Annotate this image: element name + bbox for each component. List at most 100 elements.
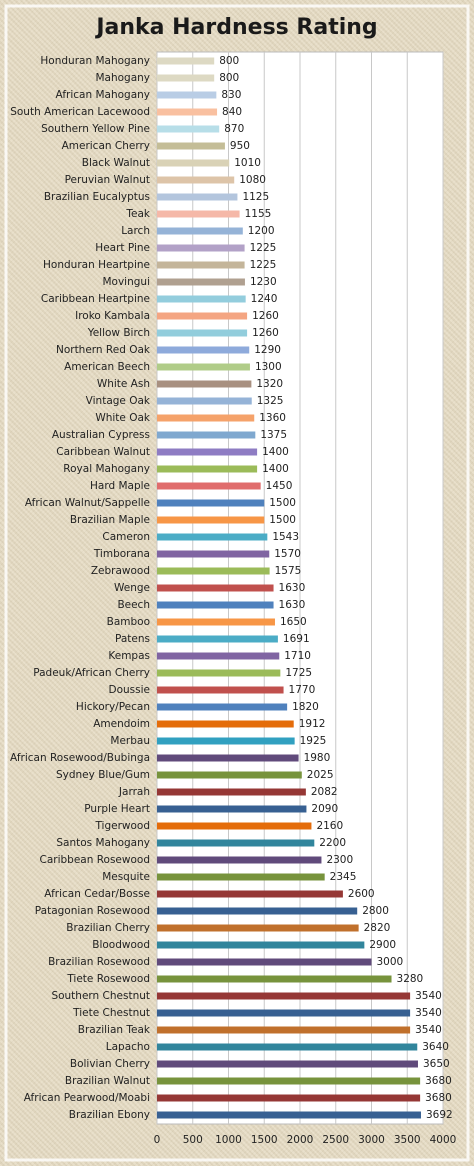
value-label: 1240	[251, 293, 278, 305]
category-label: Brazilian Maple	[70, 514, 150, 526]
value-label: 2090	[311, 803, 338, 815]
category-label: Tiete Rosewood	[66, 973, 150, 985]
category-label: African Walnut/Sappelle	[25, 497, 150, 509]
category-label: Southern Yellow Pine	[41, 123, 150, 135]
bar	[157, 210, 240, 218]
value-label: 950	[230, 140, 250, 152]
category-label: American Cherry	[62, 140, 150, 152]
category-label: Brazilian Walnut	[65, 1075, 150, 1087]
value-label: 2025	[307, 769, 334, 781]
bar	[157, 584, 274, 592]
bar	[157, 1094, 421, 1102]
bar	[157, 244, 245, 252]
bar	[157, 635, 278, 643]
bar	[157, 312, 248, 320]
value-label: 1360	[259, 412, 286, 424]
bar	[157, 516, 265, 524]
value-label: 1570	[274, 548, 301, 560]
category-label: Purple Heart	[84, 803, 150, 815]
category-label: Yellow Birch	[87, 327, 150, 339]
value-label: 1200	[248, 225, 275, 237]
bar	[157, 142, 225, 150]
category-label: Bloodwood	[92, 939, 150, 951]
category-label: Caribbean Walnut	[56, 446, 150, 458]
value-label: 2800	[362, 905, 389, 917]
category-label: Cameron	[102, 531, 150, 543]
bar	[157, 822, 312, 830]
bar	[157, 992, 411, 1000]
bar	[157, 805, 307, 813]
value-label: 1575	[275, 565, 302, 577]
bar	[157, 839, 315, 847]
bar	[157, 601, 274, 609]
category-label: Caribbean Heartpine	[41, 293, 150, 305]
value-label: 3000	[377, 956, 404, 968]
category-label: Black Walnut	[82, 157, 150, 169]
value-label: 1290	[254, 344, 281, 356]
category-label: Heart Pine	[95, 242, 150, 254]
category-label: Teak	[125, 208, 151, 220]
x-tick-label: 3500	[394, 1134, 421, 1146]
bar	[157, 1060, 418, 1068]
category-label: Royal Mahogany	[63, 463, 150, 475]
category-label: Wenge	[114, 582, 150, 594]
category-label: Hard Maple	[90, 480, 150, 492]
value-label: 2300	[326, 854, 353, 866]
value-label: 1260	[252, 327, 279, 339]
category-label: Brazilian Teak	[78, 1024, 151, 1036]
value-label: 1375	[260, 429, 287, 441]
value-label: 1710	[284, 650, 311, 662]
bar	[157, 754, 299, 762]
bar	[157, 1043, 418, 1051]
value-label: 3540	[415, 990, 442, 1002]
bar	[157, 1026, 411, 1034]
bar	[157, 431, 256, 439]
bar	[157, 567, 270, 575]
category-label: Jarrah	[118, 786, 150, 798]
bar	[157, 278, 245, 286]
value-label: 830	[221, 89, 241, 101]
value-label: 1820	[292, 701, 319, 713]
category-label: Brazilian Eucalyptus	[44, 191, 150, 203]
value-label: 1080	[239, 174, 266, 186]
value-label: 2200	[319, 837, 346, 849]
bar	[157, 924, 359, 932]
bar	[157, 193, 238, 201]
bar	[157, 397, 252, 405]
category-label: Peruvian Walnut	[65, 174, 150, 186]
bar	[157, 890, 343, 898]
value-label: 3680	[425, 1092, 452, 1104]
bar	[157, 57, 215, 65]
category-label: Patens	[115, 633, 150, 645]
bar	[157, 550, 270, 558]
value-label: 1010	[234, 157, 261, 169]
category-label: Patagonian Rosewood	[35, 905, 150, 917]
bar	[157, 720, 294, 728]
category-label: Brazilian Cherry	[66, 922, 150, 934]
value-label: 1543	[272, 531, 299, 543]
bar	[157, 261, 245, 269]
bar	[157, 788, 306, 796]
category-label: African Mahogany	[56, 89, 150, 101]
x-tick-label: 3000	[358, 1134, 385, 1146]
value-label: 1630	[279, 599, 306, 611]
category-label: Beech	[117, 599, 150, 611]
category-label: Doussie	[109, 684, 150, 696]
category-label: Movingui	[102, 276, 150, 288]
bar	[157, 652, 280, 660]
category-label: Iroko Kambala	[75, 310, 150, 322]
category-label: Caribbean Rosewood	[40, 854, 151, 866]
value-label: 2345	[330, 871, 357, 883]
category-label: Lapacho	[106, 1041, 150, 1053]
category-label: Merbau	[110, 735, 150, 747]
category-label: Padeuk/African Cherry	[33, 667, 150, 679]
value-label: 1500	[269, 514, 296, 526]
value-label: 1225	[250, 259, 277, 271]
category-label: African Cedar/Bosse	[44, 888, 150, 900]
value-label: 3692	[426, 1109, 453, 1121]
value-label: 1225	[250, 242, 277, 254]
category-label: Northern Red Oak	[56, 344, 151, 356]
category-label: Australian Cypress	[52, 429, 150, 441]
